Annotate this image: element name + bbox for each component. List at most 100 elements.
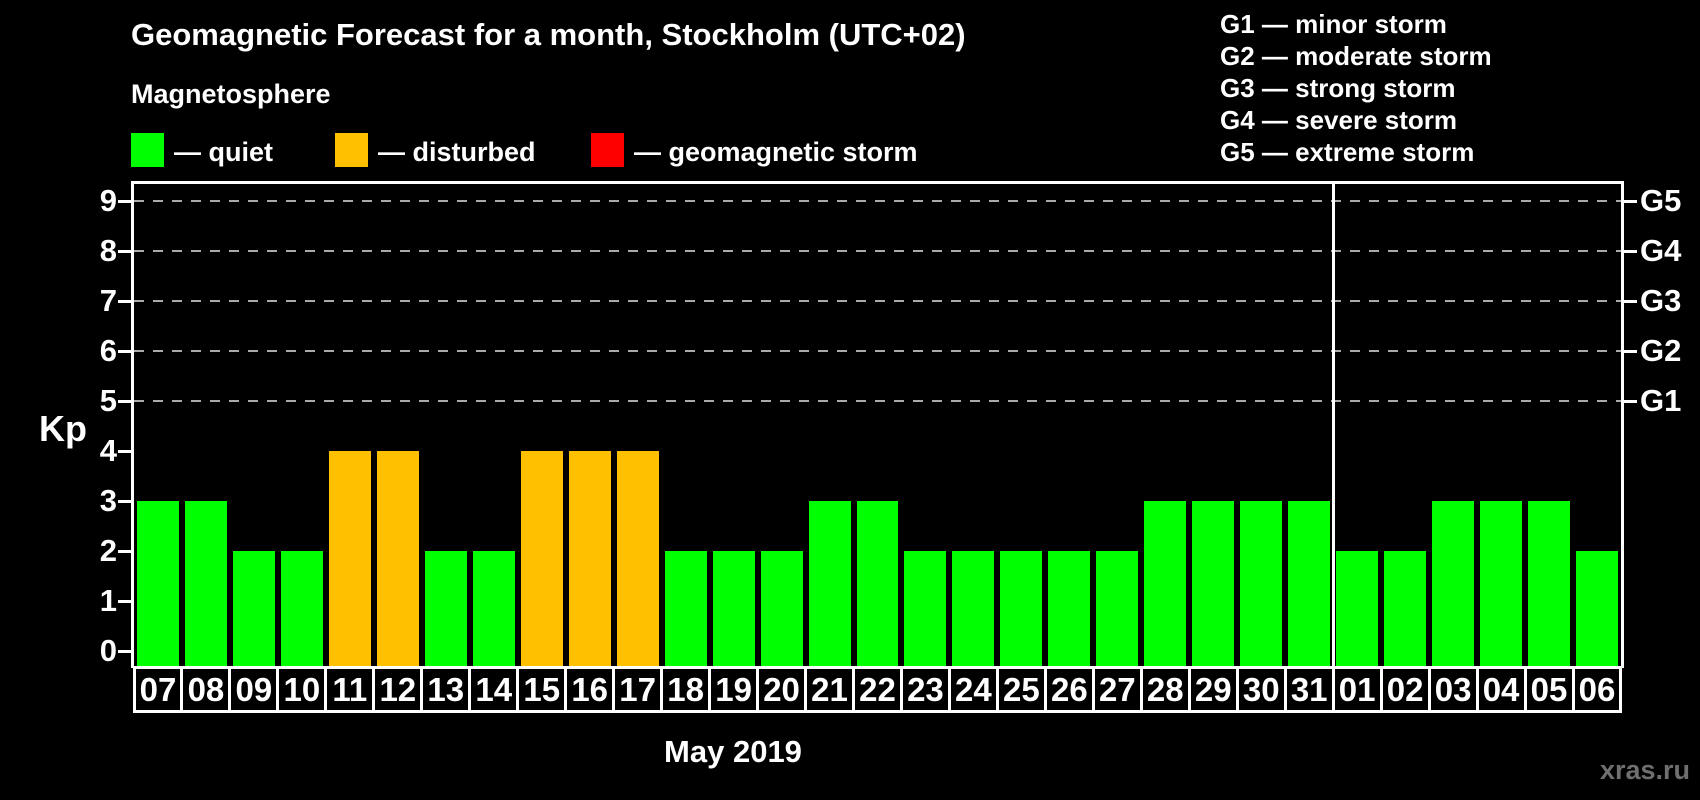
bar-day-23 (904, 551, 947, 668)
bar-day-17 (616, 451, 659, 668)
bar-day-04 (1480, 501, 1523, 668)
kp-tick-label-1: 1 (99, 583, 117, 618)
bar-day-30 (1240, 501, 1283, 668)
date-label-14: 14 (468, 666, 520, 713)
kp-tick-7 (118, 300, 131, 303)
date-label-07: 07 (132, 666, 184, 713)
kp-tick-label-2: 2 (99, 533, 117, 568)
date-label-17: 17 (612, 666, 664, 713)
bar-day-18 (664, 551, 707, 668)
date-label-13: 13 (420, 666, 472, 713)
kp-tick-label-6: 6 (99, 333, 117, 368)
date-label-05: 05 (1523, 666, 1575, 713)
bar-day-24 (952, 551, 995, 668)
date-label-12: 12 (372, 666, 424, 713)
date-label-02: 02 (1379, 666, 1431, 713)
kp-tick-6 (118, 350, 131, 353)
kp-tick-label-8: 8 (99, 233, 117, 268)
kp-tick-label-9: 9 (99, 183, 117, 218)
bar-day-28 (1144, 501, 1187, 668)
bar-day-26 (1048, 551, 1091, 668)
kp-tick-1 (118, 600, 131, 603)
quiet-legend-swatch (131, 133, 164, 167)
bar-day-10 (280, 551, 323, 668)
disturbed-legend-label: — disturbed (378, 137, 536, 167)
kp-tick-3 (118, 500, 131, 503)
bar-day-25 (1000, 551, 1043, 668)
date-label-25: 25 (995, 666, 1047, 713)
bar-day-03 (1432, 501, 1475, 668)
watermark: xras.ru (1599, 755, 1690, 785)
bar-day-02 (1384, 551, 1427, 668)
g-axis-label-G5: G5 (1640, 183, 1682, 218)
bar-day-22 (856, 501, 899, 668)
bar-day-27 (1096, 551, 1139, 668)
disturbed-legend-swatch (335, 133, 368, 167)
g-tick-G5 (1624, 200, 1637, 203)
gridline-kp7 (134, 300, 1621, 302)
date-label-29: 29 (1187, 666, 1239, 713)
kp-tick-2 (118, 550, 131, 553)
kp-tick-label-5: 5 (99, 383, 117, 418)
date-label-30: 30 (1235, 666, 1287, 713)
gridline-kp6 (134, 350, 1621, 352)
bar-day-07 (137, 501, 179, 668)
kp-tick-label-0: 0 (99, 633, 117, 668)
storm-legend-swatch (591, 133, 624, 167)
date-label-10: 10 (276, 666, 328, 713)
bar-day-06 (1576, 551, 1618, 668)
bar-day-05 (1528, 501, 1571, 668)
date-label-19: 19 (708, 666, 760, 713)
quiet-legend-label: — quiet (174, 137, 273, 167)
date-label-27: 27 (1091, 666, 1143, 713)
bar-day-31 (1288, 501, 1331, 668)
date-label-03: 03 (1427, 666, 1479, 713)
month-separator-line (1331, 181, 1335, 668)
bar-day-08 (184, 501, 227, 668)
bar-day-16 (568, 451, 611, 668)
date-label-18: 18 (660, 666, 712, 713)
bar-day-15 (520, 451, 563, 668)
g-legend-line-5: G5 — extreme storm (1220, 137, 1475, 167)
date-label-26: 26 (1043, 666, 1095, 713)
g-tick-G2 (1624, 350, 1637, 353)
g-legend-line-1: G1 — minor storm (1220, 9, 1447, 39)
bar-day-14 (472, 551, 515, 668)
date-label-01: 01 (1331, 666, 1383, 713)
bar-day-01 (1336, 551, 1379, 668)
g-axis-label-G1: G1 (1640, 383, 1682, 418)
g-axis-label-G3: G3 (1640, 283, 1682, 318)
date-label-08: 08 (180, 666, 232, 713)
kp-tick-0 (118, 650, 131, 653)
g-tick-G4 (1624, 250, 1637, 253)
date-label-24: 24 (947, 666, 999, 713)
gridline-kp8 (134, 250, 1621, 252)
g-tick-G1 (1624, 400, 1637, 403)
bar-day-09 (232, 551, 275, 668)
kp-tick-label-4: 4 (99, 433, 117, 468)
date-label-20: 20 (756, 666, 808, 713)
date-label-16: 16 (564, 666, 616, 713)
bar-day-19 (712, 551, 755, 668)
g-legend-line-4: G4 — severe storm (1220, 105, 1458, 135)
g-axis-label-G2: G2 (1640, 333, 1682, 368)
date-label-23: 23 (899, 666, 951, 713)
date-label-21: 21 (804, 666, 855, 713)
kp-tick-5 (118, 400, 131, 403)
date-label-22: 22 (852, 666, 903, 713)
kp-tick-4 (118, 450, 131, 453)
storm-legend-label: — geomagnetic storm (634, 137, 918, 167)
page-title: Geomagnetic Forecast for a month, Stockh… (131, 17, 966, 52)
kp-tick-9 (118, 200, 131, 203)
g-legend-line-2: G2 — moderate storm (1220, 41, 1492, 71)
kp-tick-8 (118, 250, 131, 253)
g-tick-G3 (1624, 300, 1637, 303)
magnetosphere-subtitle: Magnetosphere (131, 79, 331, 109)
kp-tick-label-3: 3 (99, 483, 117, 518)
g-legend-line-3: G3 — strong storm (1220, 73, 1456, 103)
date-label-28: 28 (1139, 666, 1191, 713)
date-label-11: 11 (324, 666, 376, 713)
date-label-06: 06 (1571, 666, 1623, 713)
date-label-04: 04 (1475, 666, 1527, 713)
g-scale-legend: G1 — minor storm G2 — moderate storm G3 — … (1220, 8, 1492, 168)
